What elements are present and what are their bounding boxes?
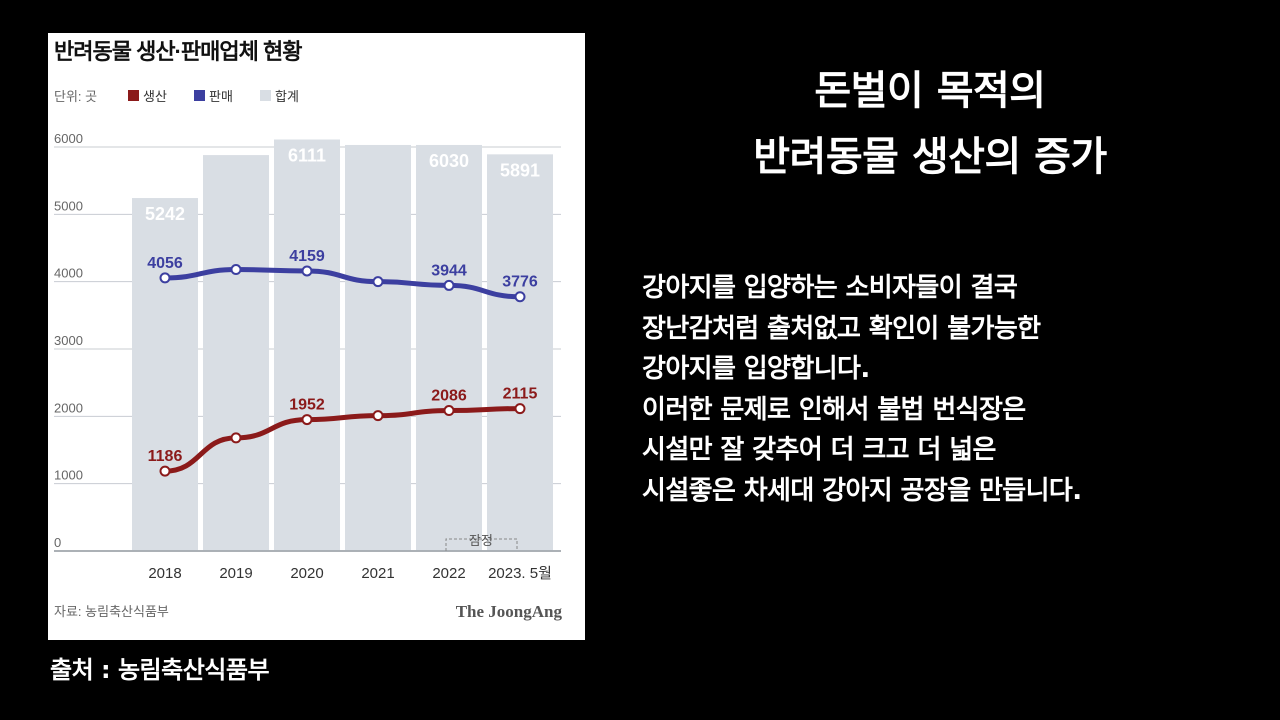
headline-line: 반려동물 생산의 증가 (753, 134, 1107, 180)
series-value-label: 2115 (503, 386, 538, 403)
series-value-label: 1186 (148, 448, 183, 465)
legend-label: 합계 (275, 89, 299, 104)
brand-logo: The JoongAng (456, 602, 563, 621)
x-tick-label: 2022 (432, 565, 465, 582)
y-tick-label: 5000 (54, 198, 83, 213)
body-line: 이러한 문제로 인해서 불법 번식장은 (642, 394, 1026, 425)
y-tick-label: 0 (54, 535, 61, 550)
series-value-label: 3944 (431, 262, 467, 279)
body-line: 강아지를 입양하는 소비자들이 결국 (642, 273, 1018, 303)
bar-total (203, 155, 269, 551)
y-tick-label: 4000 (54, 266, 83, 281)
x-tick-label: 2018 (148, 565, 181, 582)
legend-label: 생산 (143, 89, 167, 104)
series-point (159, 465, 171, 477)
bar-total (345, 144, 411, 551)
series-point (230, 264, 242, 276)
series-value-label: 4056 (147, 255, 183, 272)
series-point (159, 272, 171, 284)
series-point (301, 414, 313, 426)
body-line: 시설좋은 차세대 강아지 공장을 만듭니다. (642, 475, 1082, 506)
series-point (372, 410, 384, 422)
series-point (443, 405, 455, 417)
series-point (514, 291, 526, 303)
provisional-label: 잠정 (469, 533, 493, 548)
bar-value-label: 5242 (145, 204, 185, 224)
bar-value-label: 6030 (429, 151, 469, 171)
series-value-label: 3776 (502, 274, 538, 291)
bar-total (416, 144, 482, 551)
x-tick-label: 2019 (219, 565, 252, 582)
chart-title: 반려동물 생산·판매업체 현황 (54, 39, 302, 64)
bar-total (132, 198, 198, 551)
bar-value-label: 5891 (500, 160, 540, 180)
headline: 돈벌이 목적의 반려동물 생산의 증가 (600, 58, 1260, 190)
legend-label: 판매 (209, 89, 233, 104)
source-caption: 출처 : 농림축산식품부 (50, 656, 270, 684)
series-value-label: 2086 (431, 388, 467, 405)
unit-label: 단위: 곳 (54, 89, 97, 104)
legend-swatch (128, 90, 139, 101)
series-point (514, 403, 526, 415)
series-point (301, 265, 313, 277)
bar-value-label: 6111 (288, 146, 326, 166)
y-tick-label: 1000 (54, 468, 83, 483)
series-value-label: 1952 (289, 397, 325, 414)
x-tick-label: 2021 (361, 565, 394, 582)
bar-total (487, 154, 553, 551)
body-line: 시설만 잘 갖추어 더 크고 더 넓은 (642, 435, 996, 465)
x-tick-label: 2023. 5월 (488, 565, 552, 582)
y-tick-label: 2000 (54, 400, 83, 415)
y-tick-label: 3000 (54, 333, 83, 348)
body-line: 장난감처럼 출처없고 확인이 불가능한 (642, 313, 1041, 344)
y-tick-label: 6000 (54, 131, 83, 146)
x-tick-label: 2020 (290, 565, 323, 582)
legend-swatch (194, 90, 205, 101)
bar-total (274, 139, 340, 551)
series-point (372, 276, 384, 288)
series-value-label: 4159 (289, 248, 325, 265)
body-line: 강아지를 입양합니다. (642, 354, 870, 384)
series-point (230, 432, 242, 444)
legend-swatch (260, 90, 271, 101)
body-text: 강아지를 입양하는 소비자들이 결국 장난감처럼 출처없고 확인이 불가능한 강… (642, 268, 1082, 511)
series-point (443, 279, 455, 291)
headline-line: 돈벌이 목적의 (814, 68, 1046, 114)
provisional-bracket (445, 538, 518, 551)
chart-source: 자료: 농림축산식품부 (54, 604, 169, 619)
